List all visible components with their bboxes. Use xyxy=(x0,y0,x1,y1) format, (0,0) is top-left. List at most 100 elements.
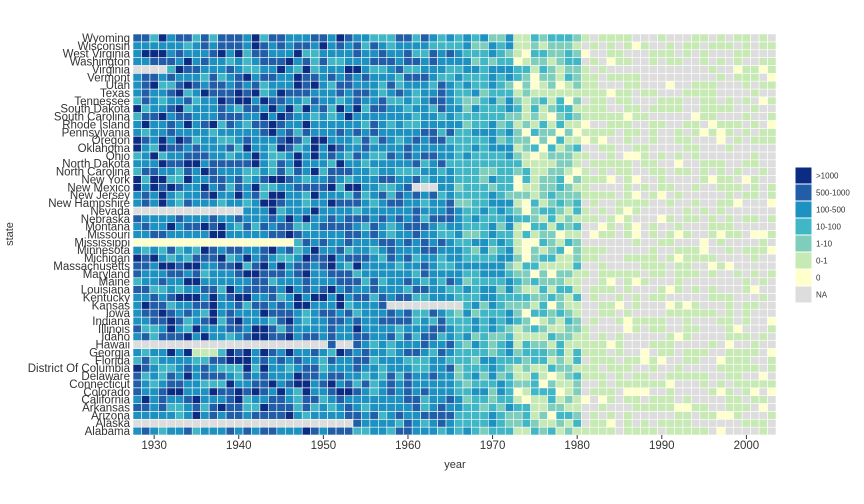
heatmap-cell xyxy=(301,285,311,294)
heatmap-cell xyxy=(335,57,345,66)
heatmap-cell xyxy=(403,387,413,396)
heatmap-cell xyxy=(708,230,718,239)
heatmap-cell xyxy=(555,324,565,334)
heatmap-cell xyxy=(394,104,405,113)
heatmap-cell xyxy=(462,112,472,121)
heatmap-cell xyxy=(428,143,438,153)
heatmap-cell xyxy=(581,356,591,365)
heatmap-cell xyxy=(699,379,709,389)
heatmap-cell xyxy=(225,151,235,161)
heatmap-cell xyxy=(318,253,328,263)
heatmap-cell xyxy=(318,65,328,74)
heatmap-cell xyxy=(530,57,540,66)
heatmap-cell xyxy=(284,253,295,263)
heatmap-cell xyxy=(708,214,718,223)
heatmap-cell xyxy=(665,198,675,208)
heatmap-cell xyxy=(708,143,718,153)
heatmap-cell xyxy=(614,277,625,286)
heatmap-cell xyxy=(420,88,430,98)
heatmap-cell xyxy=(310,293,320,302)
heatmap-cell xyxy=(335,418,345,428)
heatmap-cell xyxy=(640,379,650,389)
heatmap-cell xyxy=(504,57,515,66)
heatmap-cell xyxy=(758,308,768,318)
heatmap-cell xyxy=(513,363,523,373)
heatmap-cell xyxy=(521,88,531,98)
heatmap-cell xyxy=(310,49,320,58)
heatmap-cell xyxy=(488,73,498,82)
heatmap-cell xyxy=(496,411,506,420)
heatmap-cell xyxy=(614,190,625,200)
heatmap-cell xyxy=(758,112,768,121)
heatmap-cell xyxy=(428,135,438,145)
heatmap-cell xyxy=(361,120,371,129)
heatmap-cell xyxy=(132,49,142,58)
heatmap-cell xyxy=(504,426,515,436)
heatmap-cell xyxy=(623,112,633,121)
heatmap-cell xyxy=(572,403,582,412)
heatmap-cell xyxy=(631,324,641,334)
heatmap-cell xyxy=(741,261,751,271)
heatmap-cell xyxy=(521,65,531,74)
heatmap-cell xyxy=(496,135,506,145)
heatmap-cell xyxy=(310,340,320,349)
heatmap-cell xyxy=(394,214,405,223)
heatmap-cell xyxy=(318,183,328,192)
heatmap-cell xyxy=(691,57,701,66)
heatmap-cell xyxy=(208,426,218,436)
heatmap-cell xyxy=(547,238,557,247)
heatmap-cell xyxy=(665,167,675,176)
heatmap-cell xyxy=(200,73,210,82)
heatmap-cell xyxy=(191,371,201,381)
heatmap-cell xyxy=(513,324,523,334)
heatmap-cell xyxy=(716,277,726,286)
heatmap-cell xyxy=(758,96,768,106)
heatmap-cell xyxy=(496,426,506,436)
heatmap-cell xyxy=(352,411,362,420)
heatmap-cell xyxy=(665,301,675,310)
heatmap-cell xyxy=(716,261,726,271)
heatmap-cell xyxy=(242,363,252,373)
heatmap-cell xyxy=(259,175,269,184)
heatmap-cell xyxy=(437,411,447,420)
heatmap-cell xyxy=(445,230,455,239)
heatmap-cell xyxy=(293,80,303,90)
heatmap-cell xyxy=(301,112,311,121)
heatmap-cell xyxy=(538,426,548,436)
heatmap-cell xyxy=(682,49,692,58)
heatmap-cell xyxy=(200,379,210,389)
heatmap-cell xyxy=(217,301,227,310)
heatmap-cell xyxy=(234,88,244,98)
heatmap-cell xyxy=(521,293,531,302)
heatmap-cell xyxy=(310,65,320,74)
heatmap-cell xyxy=(369,340,379,349)
legend-key xyxy=(794,251,813,270)
heatmap-cell xyxy=(538,96,548,106)
heatmap-cell xyxy=(598,363,608,373)
heatmap-cell xyxy=(614,104,625,113)
heatmap-cell xyxy=(496,348,506,357)
heatmap-cell xyxy=(648,356,658,365)
heatmap-cell xyxy=(547,104,557,113)
heatmap-cell xyxy=(276,175,286,184)
heatmap-cell xyxy=(327,214,337,223)
heatmap-cell xyxy=(741,120,751,129)
heatmap-cell xyxy=(530,403,540,412)
heatmap-cell xyxy=(640,261,650,271)
heatmap-cell xyxy=(411,395,421,404)
heatmap-cell xyxy=(394,387,405,396)
heatmap-cell xyxy=(767,411,777,420)
heatmap-cell xyxy=(665,316,675,326)
heatmap-cell xyxy=(251,293,261,302)
heatmap-cell xyxy=(268,159,278,168)
heatmap-cell xyxy=(589,261,599,271)
y-tick-label: Iowa xyxy=(106,308,131,320)
heatmap-cell xyxy=(301,332,311,341)
heatmap-cell xyxy=(191,426,201,436)
heatmap-cell xyxy=(479,238,489,247)
heatmap-cell xyxy=(284,238,295,247)
heatmap-cell xyxy=(496,340,506,349)
heatmap-cell xyxy=(166,88,176,98)
heatmap-cell xyxy=(504,363,515,373)
y-tick-label: Alabama xyxy=(85,426,131,438)
